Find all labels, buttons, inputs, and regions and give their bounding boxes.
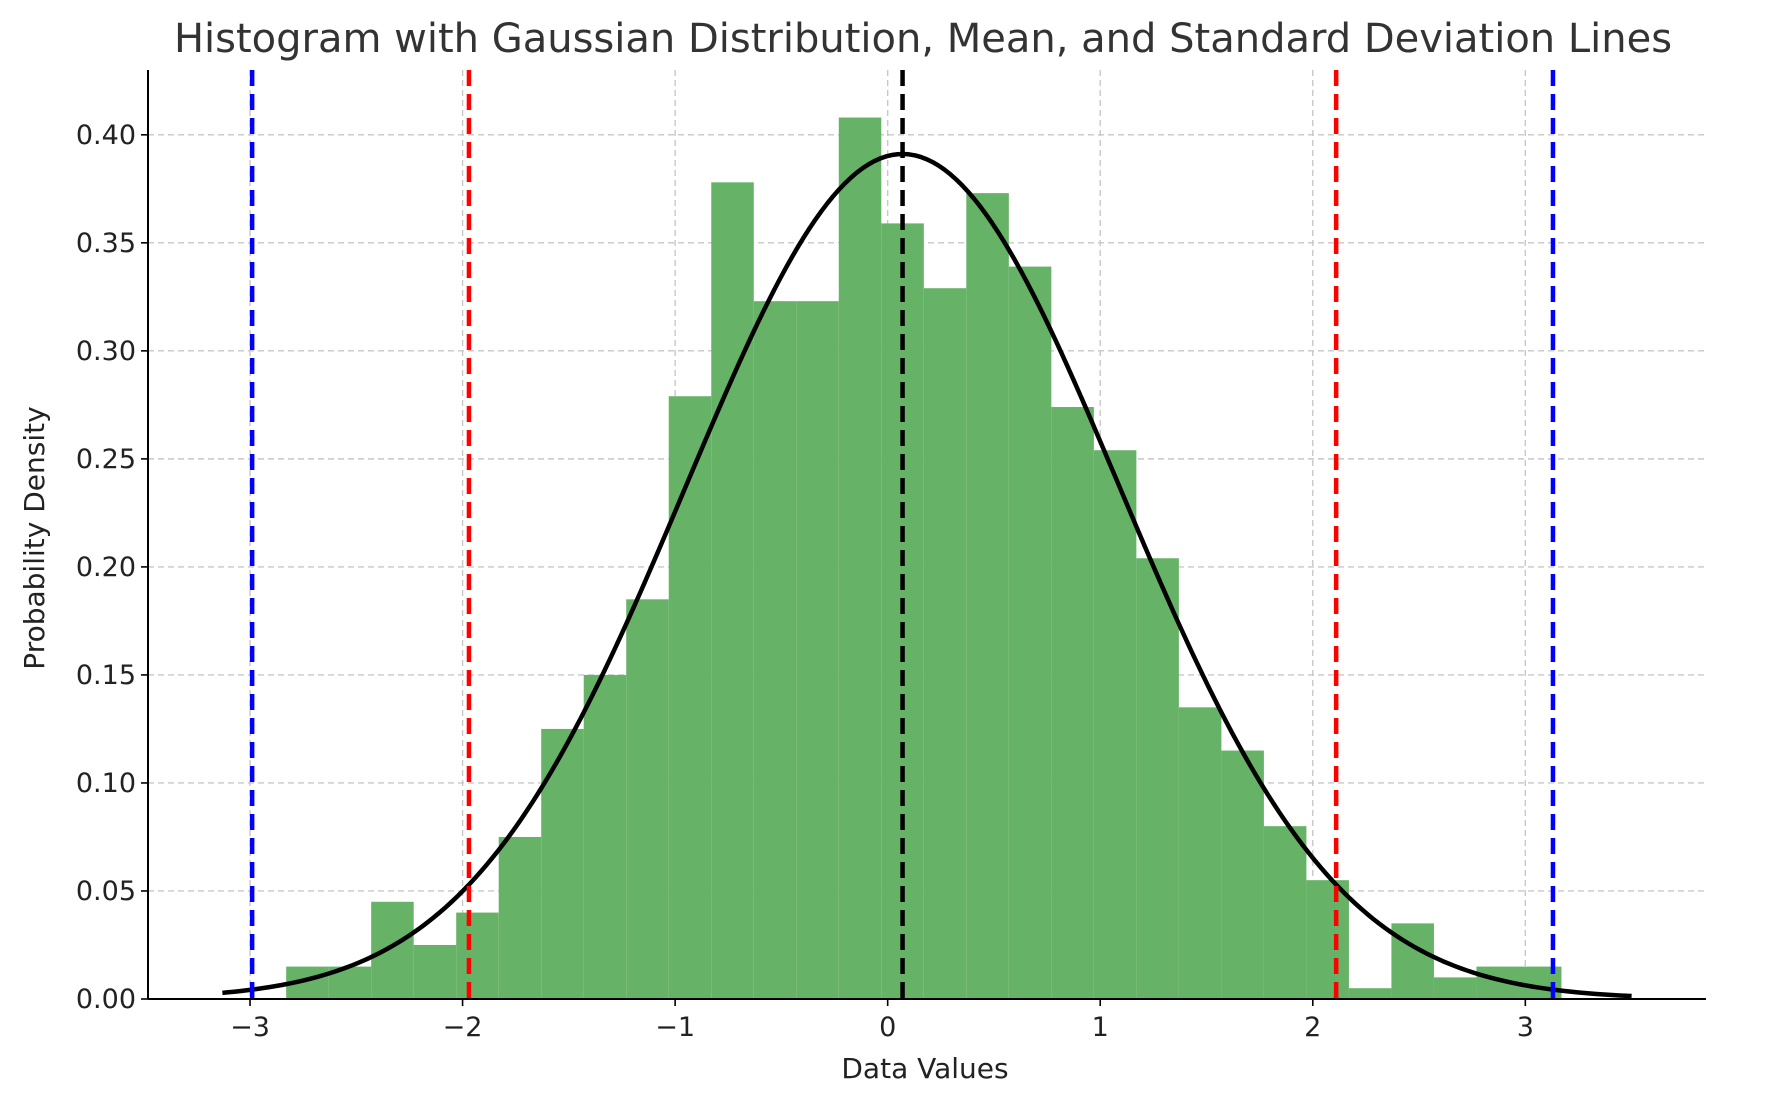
x-tick-label: −3 bbox=[230, 1012, 270, 1043]
histogram-bars bbox=[286, 117, 1562, 1000]
y-tick-label: 0.10 bbox=[76, 768, 136, 799]
y-tick-label: 0.05 bbox=[76, 876, 136, 907]
y-tick-label: 0.15 bbox=[76, 660, 136, 691]
x-tick-label: 3 bbox=[1517, 1012, 1534, 1043]
histogram-bar bbox=[1136, 558, 1179, 999]
y-tick-label: 0.00 bbox=[76, 984, 136, 1015]
y-tick-label: 0.35 bbox=[76, 228, 136, 259]
x-tick-label: −1 bbox=[655, 1012, 695, 1043]
histogram-bar bbox=[668, 396, 712, 999]
histogram-bar bbox=[923, 288, 967, 999]
histogram-bar bbox=[1433, 977, 1477, 999]
y-axis-label: Probability Density bbox=[18, 406, 51, 669]
histogram-bar bbox=[1051, 407, 1094, 999]
histogram-bar bbox=[1093, 450, 1137, 1000]
axes bbox=[147, 70, 1706, 1000]
y-tick-label: 0.25 bbox=[76, 444, 136, 475]
gaussian-curve bbox=[222, 151, 1632, 999]
histogram-bar bbox=[1263, 826, 1307, 999]
x-tick-label: 0 bbox=[879, 1012, 896, 1043]
y-tick-label: 0.40 bbox=[76, 120, 136, 151]
histogram-bar bbox=[1348, 988, 1392, 999]
histogram-bar bbox=[1221, 750, 1264, 999]
histogram-bar bbox=[796, 301, 839, 999]
histogram-bar bbox=[371, 901, 414, 999]
y-ticks: 0.00 0.05 0.10 0.15 0.20 0.25 0.30 0.35 0.40 bbox=[76, 120, 148, 1015]
histogram-bar bbox=[456, 912, 499, 999]
reference-lines bbox=[249, 70, 1556, 999]
histogram-bar bbox=[541, 728, 584, 999]
x-tick-label: 2 bbox=[1304, 1012, 1321, 1043]
histogram-bar bbox=[413, 944, 457, 999]
histogram-bar bbox=[626, 599, 669, 999]
x-ticks: −3 −2 −1 0 1 2 3 bbox=[230, 999, 1534, 1043]
x-tick-label: −2 bbox=[443, 1012, 483, 1043]
y-tick-label: 0.30 bbox=[76, 336, 136, 367]
histogram-bar bbox=[966, 193, 1009, 1000]
x-tick-label: 1 bbox=[1092, 1012, 1109, 1043]
histogram-bar bbox=[838, 117, 882, 1000]
histogram-bar bbox=[753, 301, 797, 999]
histogram-bar bbox=[711, 182, 754, 1000]
gaussian-curve-layer bbox=[222, 151, 1632, 999]
histogram-bar bbox=[1008, 266, 1052, 1000]
histogram-bar bbox=[1178, 707, 1222, 999]
chart-title: Histogram with Gaussian Distribution, Me… bbox=[174, 16, 1672, 62]
histogram-bar bbox=[583, 674, 627, 999]
y-tick-label: 0.20 bbox=[76, 552, 136, 583]
histogram-bar bbox=[1306, 880, 1349, 999]
x-axis-label: Data Values bbox=[841, 1052, 1008, 1085]
histogram-bar bbox=[498, 836, 542, 999]
